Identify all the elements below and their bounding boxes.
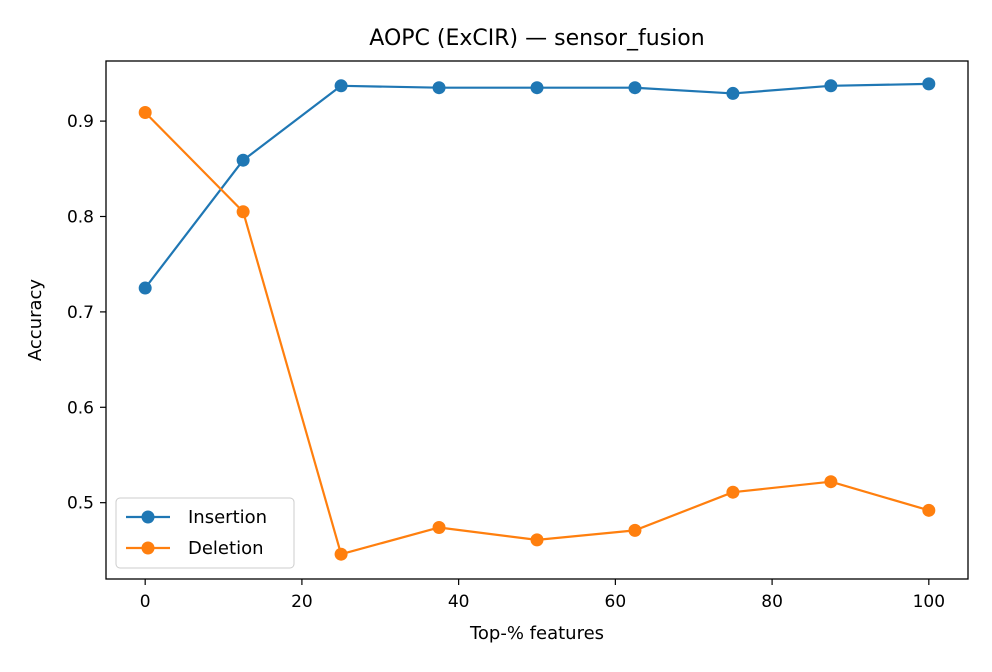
data-point-insertion bbox=[236, 153, 250, 167]
y-tick-label: 0.7 bbox=[67, 303, 94, 323]
data-point-insertion bbox=[530, 81, 544, 95]
data-point-deletion bbox=[530, 533, 544, 547]
y-tick-label: 0.8 bbox=[67, 207, 94, 227]
legend-marker-deletion bbox=[141, 541, 155, 555]
plot-area bbox=[138, 77, 936, 561]
legend-label-deletion: Deletion bbox=[188, 538, 264, 559]
data-point-insertion bbox=[628, 81, 642, 95]
data-point-insertion bbox=[334, 79, 348, 93]
data-point-deletion bbox=[334, 547, 348, 561]
series-insertion bbox=[138, 77, 936, 295]
x-tick-label: 20 bbox=[291, 592, 313, 612]
y-axis: 0.5 0.6 0.7 0.8 0.9 bbox=[67, 112, 106, 514]
data-point-deletion bbox=[138, 106, 152, 120]
legend: Insertion Deletion bbox=[115, 497, 295, 569]
x-tick-label: 40 bbox=[448, 592, 470, 612]
y-tick-label: 0.6 bbox=[67, 398, 94, 418]
data-point-deletion bbox=[824, 475, 838, 489]
data-point-deletion bbox=[628, 523, 642, 537]
data-point-deletion bbox=[726, 485, 740, 499]
legend-box bbox=[115, 497, 295, 569]
plot-frame bbox=[105, 60, 969, 580]
data-point-insertion bbox=[726, 86, 740, 100]
x-tick-label: 60 bbox=[605, 592, 627, 612]
y-axis-label: Accuracy bbox=[25, 279, 46, 362]
x-axis-label: Top-% features bbox=[469, 623, 604, 644]
x-tick-label: 100 bbox=[913, 592, 945, 612]
data-point-insertion bbox=[432, 81, 446, 95]
x-tick-label: 0 bbox=[140, 592, 151, 612]
x-axis: 0 20 40 60 80 100 bbox=[140, 579, 945, 612]
series-deletion bbox=[138, 106, 936, 561]
data-point-deletion bbox=[236, 205, 250, 219]
legend-marker-insertion bbox=[141, 510, 155, 524]
y-tick-label: 0.5 bbox=[67, 494, 94, 514]
data-point-insertion bbox=[824, 79, 838, 93]
data-point-deletion bbox=[432, 520, 446, 534]
x-tick-label: 80 bbox=[761, 592, 783, 612]
legend-label-insertion: Insertion bbox=[188, 507, 267, 528]
y-tick-label: 0.9 bbox=[67, 112, 94, 132]
data-point-insertion bbox=[138, 281, 152, 295]
chart-title: AOPC (ExCIR) — sensor_fusion bbox=[369, 26, 704, 51]
data-point-insertion bbox=[922, 77, 936, 91]
data-point-deletion bbox=[922, 503, 936, 517]
